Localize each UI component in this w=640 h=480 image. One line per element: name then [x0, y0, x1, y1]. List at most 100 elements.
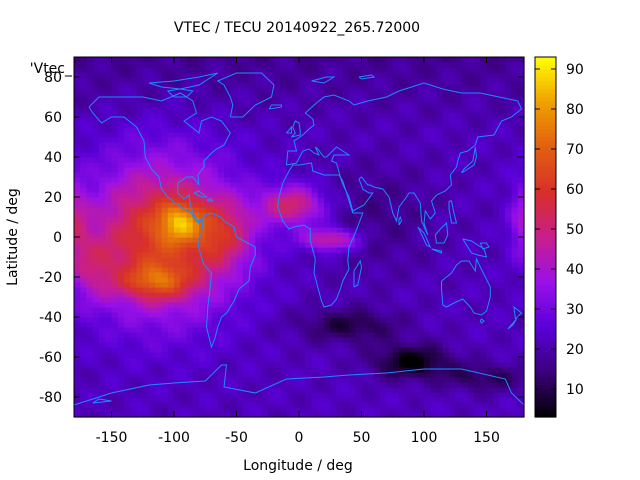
heatmap-cell	[305, 132, 313, 138]
heatmap-cell	[130, 277, 138, 283]
heatmap-cell	[105, 152, 113, 158]
heatmap-cell	[455, 372, 463, 378]
heatmap-cell	[399, 122, 406, 128]
heatmap-cell	[299, 307, 306, 313]
heatmap-cell	[142, 87, 150, 93]
heatmap-cell	[399, 257, 406, 263]
heatmap-cell	[342, 212, 350, 218]
heatmap-cell	[105, 407, 113, 413]
heatmap-cell	[424, 352, 431, 358]
heatmap-cell	[467, 287, 475, 293]
heatmap-cell	[130, 97, 138, 103]
heatmap-cell	[280, 402, 288, 408]
heatmap-cell	[111, 352, 119, 358]
heatmap-cell	[349, 322, 356, 328]
heatmap-cell	[92, 72, 100, 78]
heatmap-cell	[486, 187, 494, 193]
heatmap-cell	[224, 162, 231, 168]
heatmap-cell	[199, 312, 206, 318]
heatmap-cell	[155, 252, 163, 258]
heatmap-cell	[392, 347, 400, 353]
heatmap-cell	[211, 282, 219, 288]
heatmap-cell	[111, 247, 119, 253]
heatmap-cell	[180, 222, 188, 228]
heatmap-cell	[249, 327, 256, 333]
heatmap-cell	[286, 362, 294, 368]
heatmap-cell	[180, 367, 188, 373]
heatmap-cell	[261, 62, 269, 68]
heatmap-cell	[349, 217, 356, 223]
heatmap-cell	[192, 222, 200, 228]
heatmap-cell	[399, 157, 406, 163]
heatmap-cell	[280, 277, 288, 283]
heatmap-cell	[480, 267, 488, 273]
heatmap-cell	[449, 252, 456, 258]
heatmap-cell	[99, 157, 106, 163]
heatmap-cell	[392, 142, 400, 148]
heatmap-cell	[224, 232, 231, 238]
heatmap-cell	[449, 182, 456, 188]
heatmap-cell	[436, 407, 444, 413]
heatmap-cell	[280, 92, 288, 98]
heatmap-cell	[124, 202, 131, 208]
heatmap-cell	[486, 382, 494, 388]
heatmap-cell	[217, 407, 225, 413]
heatmap-cell	[117, 362, 125, 368]
heatmap-cell	[311, 297, 319, 303]
heatmap-cell	[380, 357, 388, 363]
heatmap-cell	[92, 182, 100, 188]
heatmap-cell	[105, 247, 113, 253]
heatmap-cell	[199, 62, 206, 68]
heatmap-cell	[261, 92, 269, 98]
heatmap-cell	[361, 302, 369, 308]
heatmap-cell	[105, 87, 113, 93]
heatmap-cell	[324, 107, 331, 113]
heatmap-cell	[174, 377, 181, 383]
heatmap-cell	[274, 237, 281, 243]
heatmap-cell	[174, 137, 181, 143]
heatmap-cell	[455, 397, 463, 403]
heatmap-cell	[436, 397, 444, 403]
heatmap-cell	[236, 117, 244, 123]
heatmap-cell	[117, 357, 125, 363]
heatmap-cell	[249, 307, 256, 313]
heatmap-cell	[155, 352, 163, 358]
heatmap-cell	[324, 197, 331, 203]
heatmap-cell	[305, 82, 313, 88]
heatmap-cell	[449, 142, 456, 148]
heatmap-cell	[186, 412, 194, 418]
heatmap-cell	[317, 277, 325, 283]
heatmap-cell	[155, 287, 163, 293]
heatmap-cell	[74, 267, 81, 273]
heatmap-cell	[480, 242, 488, 248]
heatmap-cell	[449, 127, 456, 133]
heatmap-cell	[174, 227, 181, 233]
heatmap-cell	[461, 102, 469, 108]
heatmap-cell	[311, 182, 319, 188]
heatmap-cell	[405, 207, 413, 213]
heatmap-cell	[249, 187, 256, 193]
heatmap-cell	[161, 337, 169, 343]
heatmap-cell	[336, 347, 344, 353]
heatmap-cell	[449, 392, 456, 398]
heatmap-cell	[236, 382, 244, 388]
heatmap-cell	[499, 352, 506, 358]
heatmap-cell	[430, 237, 438, 243]
heatmap-cell	[467, 132, 475, 138]
heatmap-cell	[224, 342, 231, 348]
heatmap-cell	[474, 172, 481, 178]
heatmap-cell	[280, 237, 288, 243]
heatmap-cell	[499, 232, 506, 238]
heatmap-cell	[467, 337, 475, 343]
heatmap-cell	[274, 122, 281, 128]
heatmap-cell	[199, 347, 206, 353]
heatmap-cell	[380, 167, 388, 173]
heatmap-cell	[280, 252, 288, 258]
heatmap-cell	[430, 337, 438, 343]
heatmap-cell	[136, 302, 144, 308]
heatmap-cell	[124, 192, 131, 198]
heatmap-cell	[211, 317, 219, 323]
heatmap-cell	[130, 397, 138, 403]
heatmap-cell	[136, 202, 144, 208]
heatmap-cell	[292, 347, 300, 353]
